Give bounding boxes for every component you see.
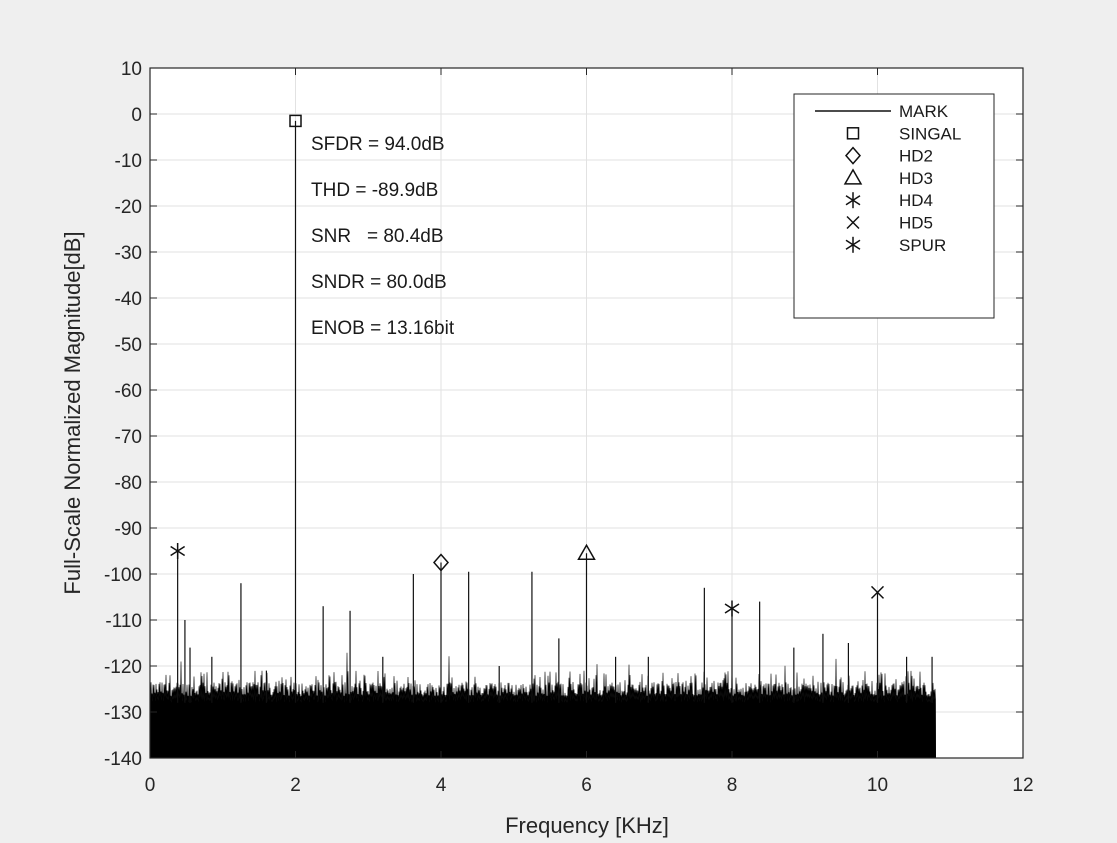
marker-layer bbox=[170, 114, 885, 617]
y-tick-label: 0 bbox=[131, 105, 142, 126]
y-tick-label: -120 bbox=[104, 657, 142, 678]
legend-symbol-spur bbox=[845, 236, 861, 253]
y-tick-label: -90 bbox=[115, 519, 142, 540]
noise-floor bbox=[149, 652, 937, 759]
legend: MARK SINGAL HD2 HD3 HD4 HD5 SPUR bbox=[793, 93, 995, 319]
legend-symbol-singal bbox=[846, 127, 860, 140]
marker-hd5 bbox=[870, 585, 885, 599]
y-tick-label: 10 bbox=[121, 59, 142, 80]
annotation-sndr: SNDR = 80.0dB bbox=[311, 272, 447, 293]
y-tick-label: -20 bbox=[115, 197, 142, 218]
legend-symbol-hd4 bbox=[845, 192, 861, 209]
y-tick-label: -80 bbox=[115, 473, 142, 494]
metrics-annotations: SFDR = 94.0dB THD = -89.9dB SNR = 80.4dB… bbox=[311, 134, 455, 339]
x-tick-label: 8 bbox=[727, 775, 738, 796]
y-tick-label: -30 bbox=[115, 243, 142, 264]
x-tick-label: 0 bbox=[145, 775, 156, 796]
legend-label-spur: SPUR bbox=[899, 236, 946, 255]
y-tick-label: -40 bbox=[115, 289, 142, 310]
legend-symbol-hd3 bbox=[843, 168, 863, 185]
x-axis-label: Frequency [KHz] bbox=[505, 813, 669, 838]
annotation-thd: THD = -89.9dB bbox=[311, 180, 438, 201]
y-tick-label: -70 bbox=[115, 427, 142, 448]
x-tick-label: 10 bbox=[867, 775, 888, 796]
y-tick-label: -100 bbox=[104, 565, 142, 586]
marker-spur bbox=[170, 543, 186, 559]
x-tick-label: 6 bbox=[581, 775, 592, 796]
marker-hd4 bbox=[724, 600, 740, 617]
marker-singal bbox=[289, 114, 302, 128]
y-tick-label: -130 bbox=[104, 703, 142, 724]
spectrum-plot bbox=[149, 120, 937, 759]
legend-symbol-hd5 bbox=[846, 215, 860, 230]
legend-symbol-hd2 bbox=[845, 146, 861, 165]
y-tick-label: -10 bbox=[115, 151, 142, 172]
legend-label-hd3: HD3 bbox=[899, 169, 933, 188]
legend-box bbox=[793, 93, 995, 319]
legend-label-hd2: HD2 bbox=[899, 147, 933, 166]
y-tick-label: -60 bbox=[115, 381, 142, 402]
legend-label-singal: SINGAL bbox=[899, 124, 961, 143]
annotation-enob: ENOB = 13.16bit bbox=[311, 318, 455, 339]
annotation-snr: SNR = 80.4dB bbox=[311, 226, 444, 247]
x-tick-label: 4 bbox=[436, 775, 447, 796]
x-tick-label: 12 bbox=[1012, 775, 1033, 796]
marker-hd2 bbox=[433, 553, 449, 572]
y-tick-label: -50 bbox=[115, 335, 142, 356]
y-tick-label: -140 bbox=[104, 749, 142, 770]
y-tick-label: -110 bbox=[105, 611, 142, 632]
legend-label-hd4: HD4 bbox=[899, 191, 933, 210]
y-axis-label: Full-Scale Normalized Magnitude[dB] bbox=[60, 231, 85, 594]
annotation-sfdr: SFDR = 94.0dB bbox=[311, 134, 445, 155]
marker-hd3 bbox=[577, 543, 596, 561]
axis-ticks: 10 0 -10 -20 -30 -40 -50 -60 -70 -80 -90 -100 -110 -1… bbox=[104, 59, 1034, 796]
legend-label-mark: MARK bbox=[899, 102, 949, 121]
legend-label-hd5: HD5 bbox=[899, 214, 933, 233]
x-tick-label: 2 bbox=[290, 775, 301, 796]
